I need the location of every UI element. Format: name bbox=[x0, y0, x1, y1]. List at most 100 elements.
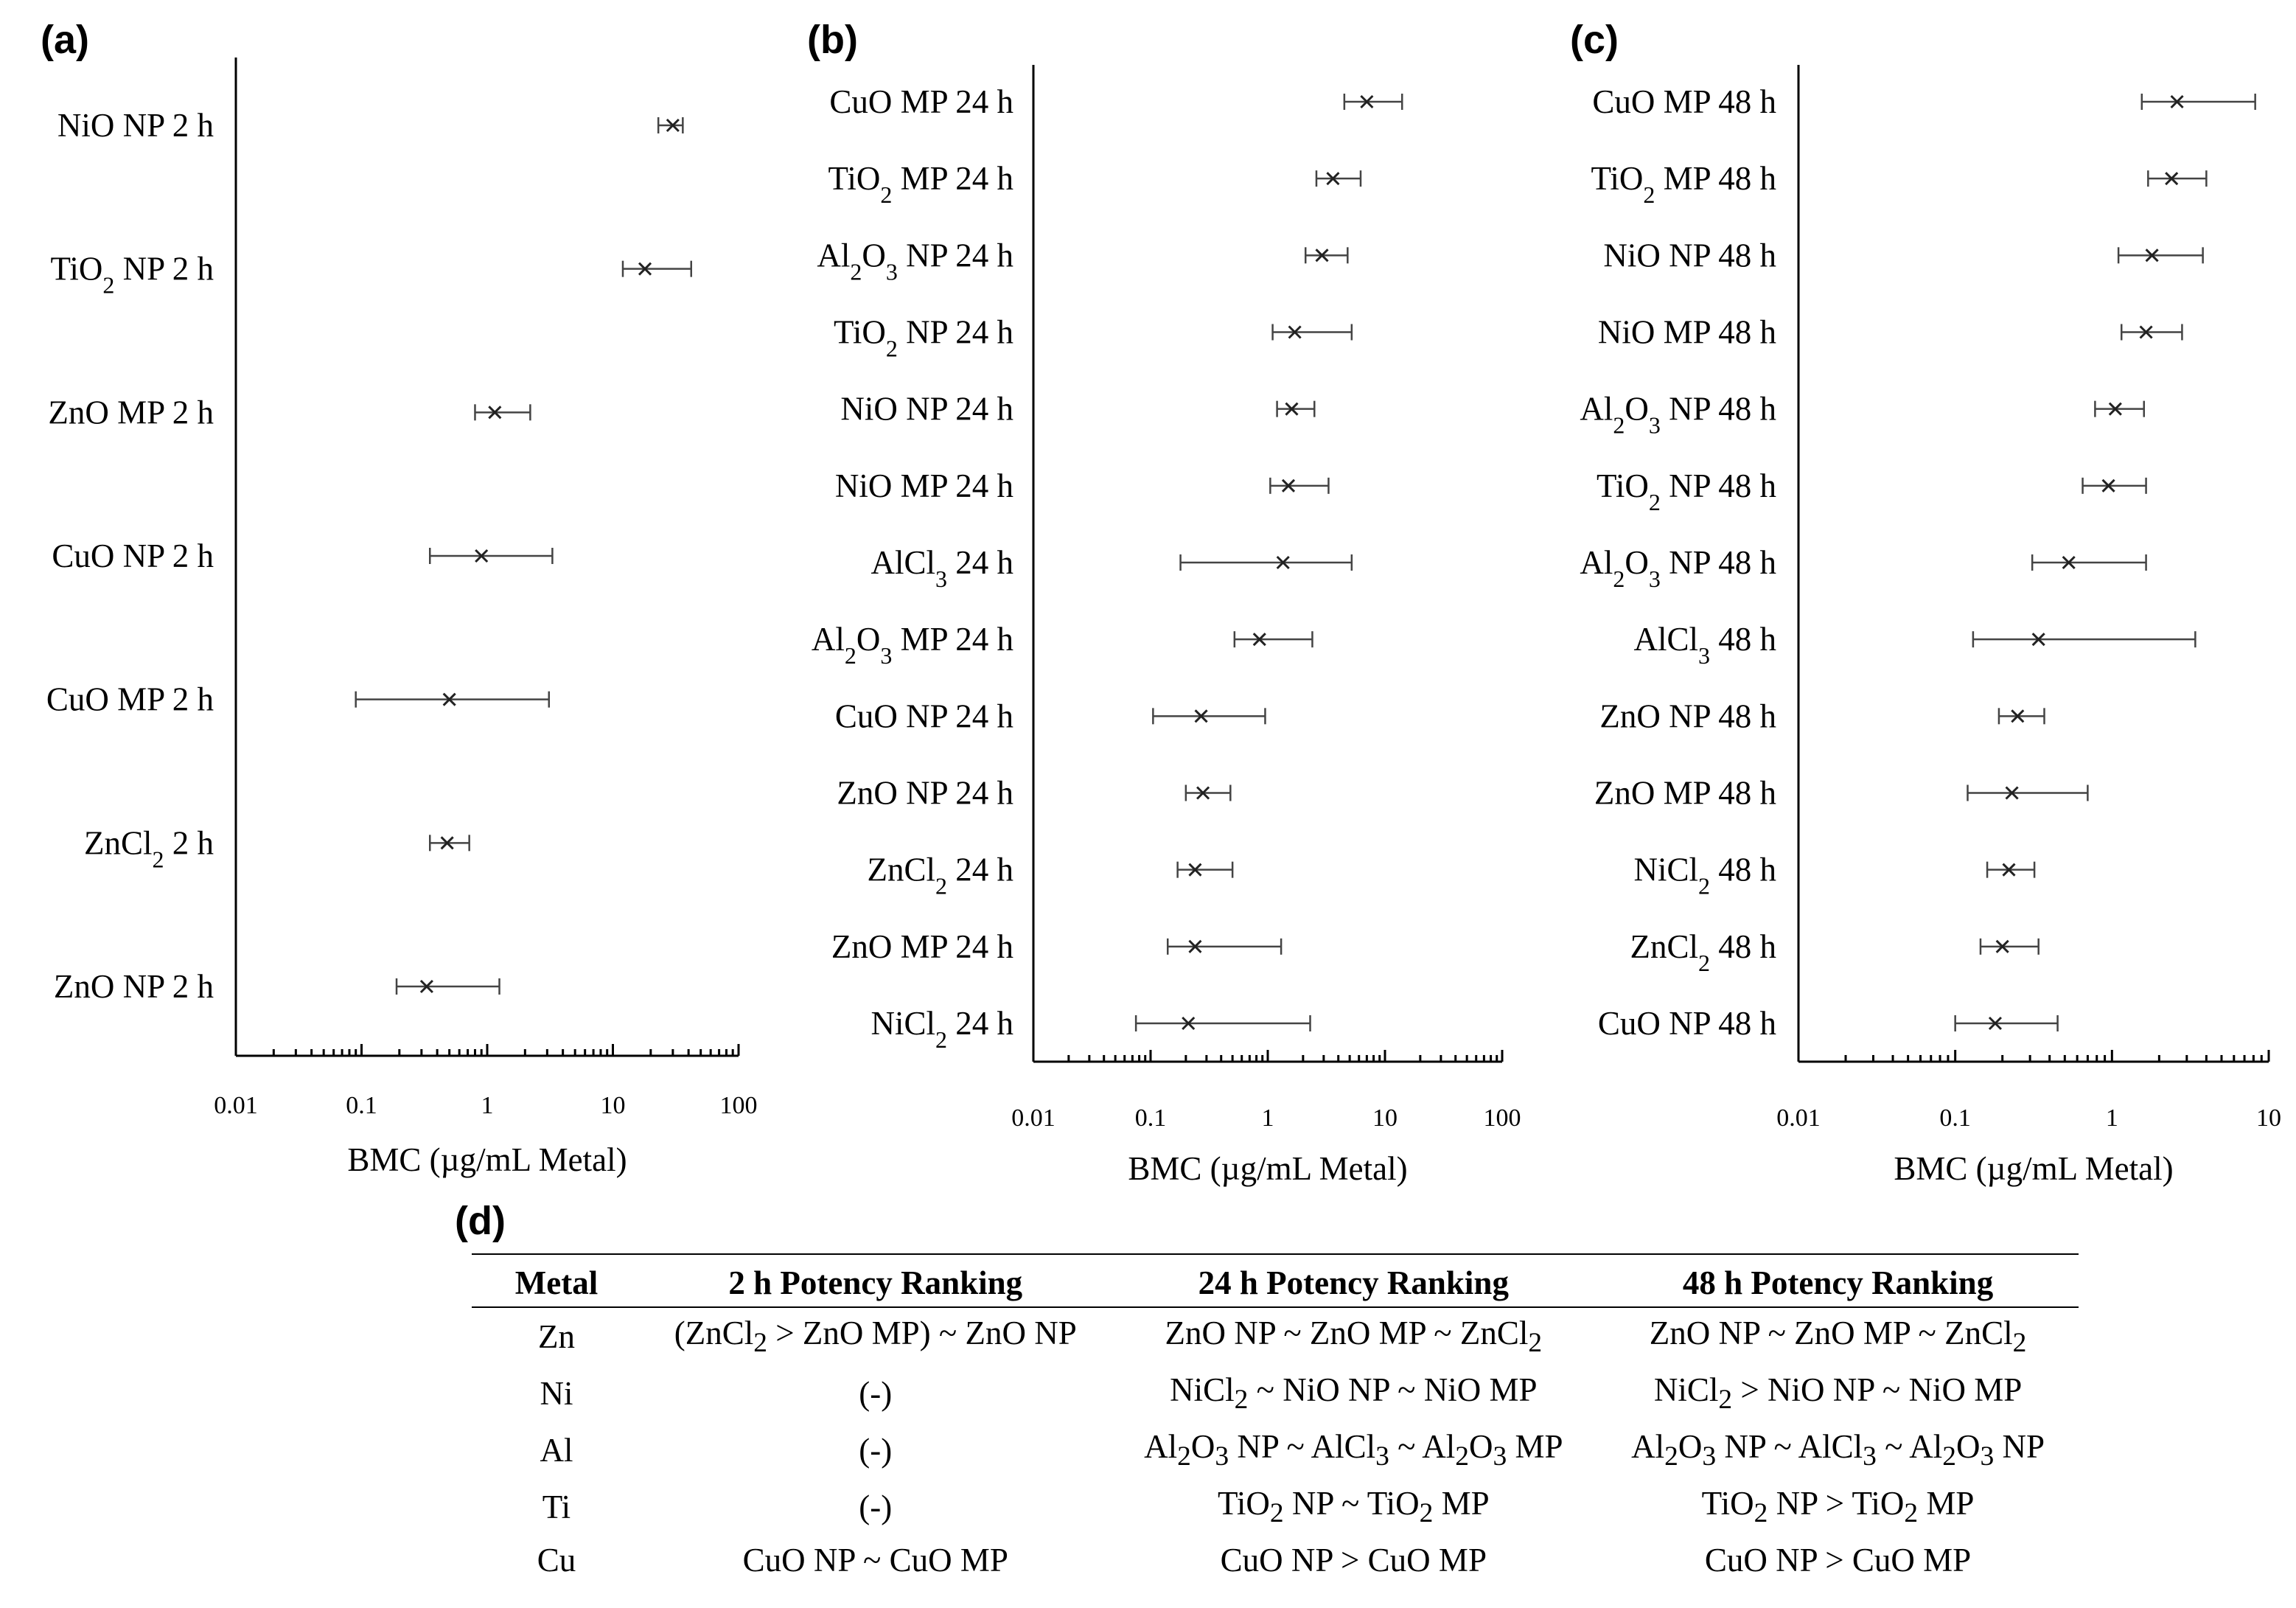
bmc-point-marker bbox=[2062, 555, 2076, 570]
bmc-point-marker bbox=[1252, 633, 1266, 647]
x-tick-label: 0.1 bbox=[1939, 1104, 1971, 1132]
bmc-point-marker bbox=[1288, 325, 1302, 339]
marker-stroke bbox=[1988, 1016, 2003, 1031]
category-label: CuO MP 2 h bbox=[46, 681, 214, 718]
cell-rank-2h: (-) bbox=[859, 1374, 893, 1412]
bmc-point-marker bbox=[1315, 248, 1329, 262]
cell-metal: Ni bbox=[540, 1374, 573, 1412]
marker-stroke bbox=[488, 406, 502, 420]
category-label: TiO2 NP 48 h bbox=[1597, 467, 1776, 515]
table-body: Zn (ZnCl2 > ZnO MP) ~ ZnO NP ZnO NP ~ ZnO … bbox=[472, 1307, 2079, 1585]
bmc-point-marker bbox=[2165, 172, 2179, 186]
marker-stroke bbox=[1285, 402, 1299, 416]
category-label: AlCl3 24 h bbox=[870, 544, 1013, 592]
cell-rank-24h: ZnO NP ~ ZnO MP ~ ZnCl2 bbox=[1165, 1315, 1543, 1358]
category-label: NiCl2 24 h bbox=[870, 1005, 1013, 1053]
cell-rank-48h: NiCl2 > NiO NP ~ NiO MP bbox=[1653, 1371, 2023, 1415]
bmc-point-marker bbox=[2139, 325, 2153, 339]
table-row-ni: Ni (-) NiCl2 ~ NiO NP ~ NiO MP NiCl2 > NiO … bbox=[472, 1365, 2079, 1421]
x-tick-label: 1 bbox=[481, 1092, 494, 1119]
bmc-point-marker bbox=[442, 692, 456, 706]
table-row-al: Al (-) Al2O3 NP ~ AlCl3 ~ Al2O3 MP Al2O3 NP… bbox=[472, 1421, 2079, 1478]
cell-rank-48h: Al2O3 NP ~ AlCl3 ~ Al2O3 NP bbox=[1631, 1428, 2045, 1472]
category-label: ZnO NP 48 h bbox=[1599, 697, 1776, 734]
marker-stroke bbox=[2145, 248, 2159, 262]
panel-letter: (b) bbox=[807, 18, 858, 62]
header-metal: Metal bbox=[472, 1254, 641, 1308]
marker-stroke bbox=[2139, 325, 2153, 339]
category-label: Al2O3 NP 48 h bbox=[1580, 391, 1776, 439]
bmc-point-marker bbox=[1188, 863, 1202, 877]
category-label: ZnO MP 24 h bbox=[831, 928, 1013, 965]
marker-stroke bbox=[2170, 94, 2184, 109]
panel-letter-d: (d) bbox=[455, 1199, 506, 1243]
cell-rank-2h: CuO NP ~ CuO MP bbox=[742, 1542, 1008, 1579]
bmc-point-marker bbox=[1995, 939, 2009, 953]
cell-rank-24h: Al2O3 NP ~ AlCl3 ~ Al2O3 MP bbox=[1144, 1428, 1563, 1472]
bmc-point-marker bbox=[2002, 863, 2016, 877]
chart-panel-c: (c) 0.01 0.1 1 10 BMC (µg/mL Metal) CuO MP 48 … bbox=[1570, 18, 2281, 1187]
cell-rank-2h: (ZnCl2 > ZnO MP) ~ ZnO NP bbox=[674, 1315, 1077, 1358]
bmc-point-marker bbox=[2101, 478, 2115, 493]
cell-rank-24h: CuO NP > CuO MP bbox=[1220, 1542, 1487, 1579]
category-label: ZnO NP 24 h bbox=[837, 775, 1013, 812]
category-label: ZnCl2 48 h bbox=[1630, 928, 1776, 976]
bmc-point-marker bbox=[2031, 633, 2045, 647]
marker-stroke bbox=[1315, 248, 1329, 262]
x-tick-label: 10 bbox=[1372, 1104, 1398, 1132]
marker-stroke bbox=[442, 692, 456, 706]
panel-letter: (a) bbox=[41, 18, 89, 62]
x-tick-label: 0.01 bbox=[1011, 1104, 1055, 1132]
bmc-point-marker bbox=[1285, 402, 1299, 416]
x-tick-label: 1 bbox=[1262, 1104, 1274, 1132]
marker-stroke bbox=[1194, 709, 1208, 723]
table-row-cu: Cu CuO NP ~ CuO MP CuO NP > CuO MP CuO NP >… bbox=[472, 1535, 2079, 1585]
bmc-point-marker bbox=[2170, 94, 2184, 109]
bmc-point-marker bbox=[2108, 402, 2122, 416]
header-2h: 2 h Potency Ranking bbox=[641, 1254, 1110, 1308]
chart-panel-b: (b) 0.01 0.1 1 10 100 BMC (µg/mL Metal) CuO MP … bbox=[807, 18, 1521, 1187]
category-label: NiO NP 48 h bbox=[1603, 237, 1776, 274]
category-label: CuO NP 24 h bbox=[835, 697, 1013, 734]
header-24h: 24 h Potency Ranking bbox=[1109, 1254, 1598, 1308]
x-tick-label: 0.01 bbox=[1776, 1104, 1821, 1132]
bmc-point-marker bbox=[488, 406, 502, 420]
marker-stroke bbox=[2002, 863, 2016, 877]
cell-rank-48h: CuO NP > CuO MP bbox=[1704, 1542, 1972, 1579]
cell-rank-48h: TiO2 NP > TiO2 MP bbox=[1701, 1485, 1975, 1528]
marker-stroke bbox=[2005, 786, 2019, 800]
x-tick-label: 1 bbox=[2106, 1104, 2118, 1132]
bmc-point-marker bbox=[440, 836, 454, 850]
bmc-point-marker bbox=[1188, 939, 1202, 953]
bmc-point-marker bbox=[2005, 786, 2019, 800]
x-tick-label: 100 bbox=[1484, 1104, 1521, 1132]
x-tick-label: 100 bbox=[720, 1092, 758, 1119]
bmc-point-marker bbox=[1326, 172, 1340, 186]
table-row-ti: Ti (-) TiO2 NP ~ TiO2 MP TiO2 NP > TiO2 MP bbox=[472, 1478, 2079, 1535]
bmc-point-marker bbox=[475, 549, 489, 563]
panel-letter: (c) bbox=[1570, 18, 1619, 62]
x-tick-label: 0.01 bbox=[214, 1092, 258, 1119]
x-tick-label: 0.1 bbox=[346, 1092, 377, 1119]
category-label: TiO2 NP 24 h bbox=[834, 314, 1013, 362]
bmc-point-marker bbox=[1196, 786, 1210, 800]
cell-metal: Zn bbox=[538, 1318, 575, 1355]
category-label: ZnO MP 2 h bbox=[48, 394, 214, 431]
bmc-point-marker bbox=[2011, 709, 2025, 723]
marker-stroke bbox=[419, 979, 433, 994]
category-label: Al2O3 MP 24 h bbox=[812, 621, 1013, 669]
marker-stroke bbox=[1360, 94, 1374, 109]
marker-stroke bbox=[475, 549, 489, 563]
category-label: NiO MP 24 h bbox=[835, 467, 1013, 504]
category-label: Al2O3 NP 24 h bbox=[817, 237, 1013, 285]
marker-stroke bbox=[1188, 939, 1202, 953]
bmc-point-marker bbox=[1281, 478, 1296, 493]
category-label: TiO2 MP 48 h bbox=[1591, 160, 1776, 208]
marker-stroke bbox=[1182, 1016, 1196, 1031]
bmc-point-marker bbox=[1360, 94, 1374, 109]
category-label: ZnCl2 24 h bbox=[867, 852, 1013, 899]
bmc-point-marker bbox=[2145, 248, 2159, 262]
marker-stroke bbox=[1281, 478, 1296, 493]
marker-stroke bbox=[2101, 478, 2115, 493]
cell-rank-24h: NiCl2 ~ NiO NP ~ NiO MP bbox=[1170, 1371, 1538, 1415]
